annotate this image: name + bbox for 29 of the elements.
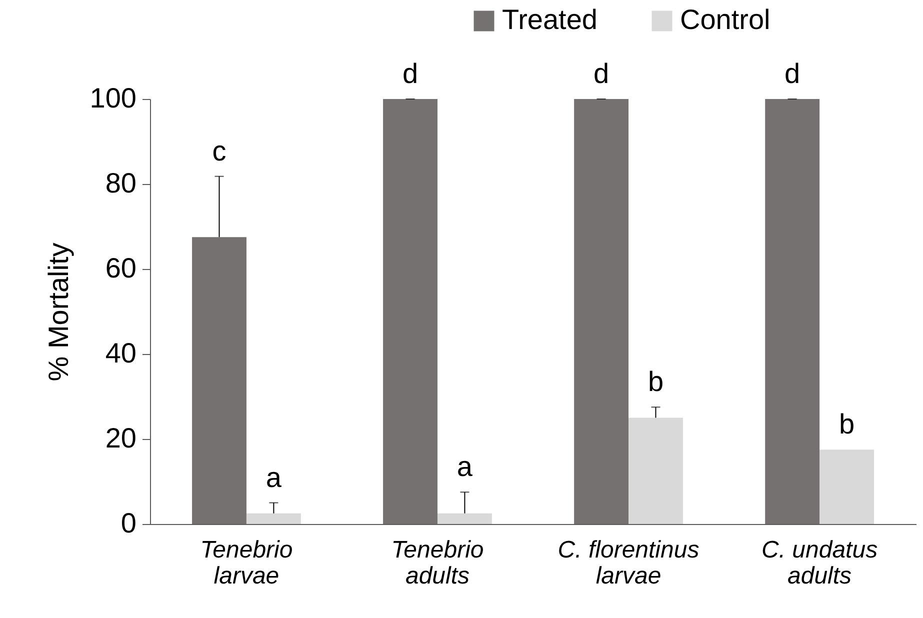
data-label: b: [838, 408, 855, 440]
bar: [820, 450, 874, 524]
x-tick-label: C. florentinus larvae: [558, 536, 700, 590]
data-label: d: [402, 58, 418, 89]
data-label: b: [648, 366, 664, 398]
bar: [192, 237, 246, 524]
data-label: a: [266, 462, 282, 493]
data-label: d: [594, 58, 610, 89]
y-tick-label: 80: [105, 168, 136, 198]
y-axis-title: % Mortality: [42, 242, 74, 382]
legend-label: Control: [680, 4, 770, 35]
data-label: c: [212, 135, 226, 166]
y-tick-label: 40: [105, 338, 136, 368]
x-tick-label: C. undatus adults: [761, 536, 878, 590]
legend-label: Treated: [502, 4, 598, 35]
y-tick-label: 0: [120, 508, 136, 538]
bar: [574, 99, 629, 524]
bar: [246, 513, 301, 524]
x-tick-label: Tenebrio larvae: [200, 536, 293, 590]
bar: [765, 99, 820, 524]
y-tick-label: 100: [90, 82, 136, 114]
bar: [628, 418, 683, 524]
bar: [437, 513, 492, 524]
y-tick-label: 20: [105, 422, 136, 454]
y-tick-label: 60: [105, 252, 136, 284]
data-label: a: [456, 451, 473, 482]
bar: [383, 99, 438, 524]
data-label: d: [784, 58, 800, 89]
x-tick-label: Tenebrio adults: [391, 536, 484, 590]
